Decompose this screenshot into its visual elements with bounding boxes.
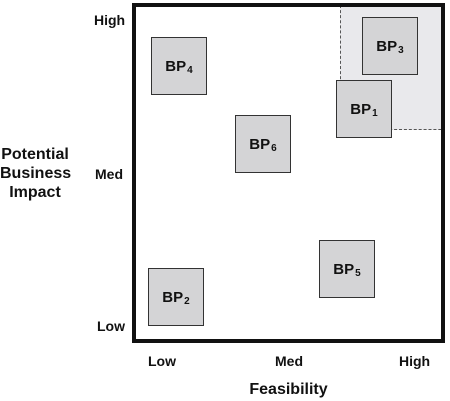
bp-5-number: 5 xyxy=(355,267,361,279)
bp-2-label: BP xyxy=(162,288,184,306)
bp-3-number: 3 xyxy=(398,44,404,56)
x-axis-title: Feasibility xyxy=(249,381,328,398)
bp-2-box[interactable]: BP 2 xyxy=(148,268,204,326)
y-tick-high: High xyxy=(94,12,126,28)
bp-6-box[interactable]: BP 6 xyxy=(235,115,291,173)
bp-4-box[interactable]: BP 4 xyxy=(151,37,207,95)
y-axis-title: Potential Business Impact xyxy=(0,145,72,202)
y-tick-low: Low xyxy=(97,318,125,334)
bp-1-box[interactable]: BP 1 xyxy=(336,80,392,138)
priority-matrix: BP 4 BP 6 BP 3 BP 1 BP 2 BP 5 xyxy=(132,3,445,343)
x-tick-low: Low xyxy=(148,353,176,369)
bp-3-box[interactable]: BP 3 xyxy=(362,17,418,75)
bp-1-number: 1 xyxy=(372,107,378,119)
bp-4-label: BP xyxy=(165,57,187,75)
y-tick-med: Med xyxy=(95,166,123,182)
x-tick-med: Med xyxy=(275,353,303,369)
bp-3-label: BP xyxy=(376,37,398,55)
bp-5-box[interactable]: BP 5 xyxy=(319,240,375,298)
y-axis-title-line-3: Impact xyxy=(9,184,61,201)
bp-6-number: 6 xyxy=(271,142,277,154)
bp-2-number: 2 xyxy=(184,295,190,307)
bp-6-label: BP xyxy=(249,135,271,153)
x-tick-high: High xyxy=(399,353,431,369)
bp-1-label: BP xyxy=(350,100,372,118)
bp-5-label: BP xyxy=(333,260,355,278)
y-axis-title-line-2: Business xyxy=(0,165,72,182)
y-axis-title-line-1: Potential xyxy=(1,146,69,163)
bp-4-number: 4 xyxy=(187,64,193,76)
